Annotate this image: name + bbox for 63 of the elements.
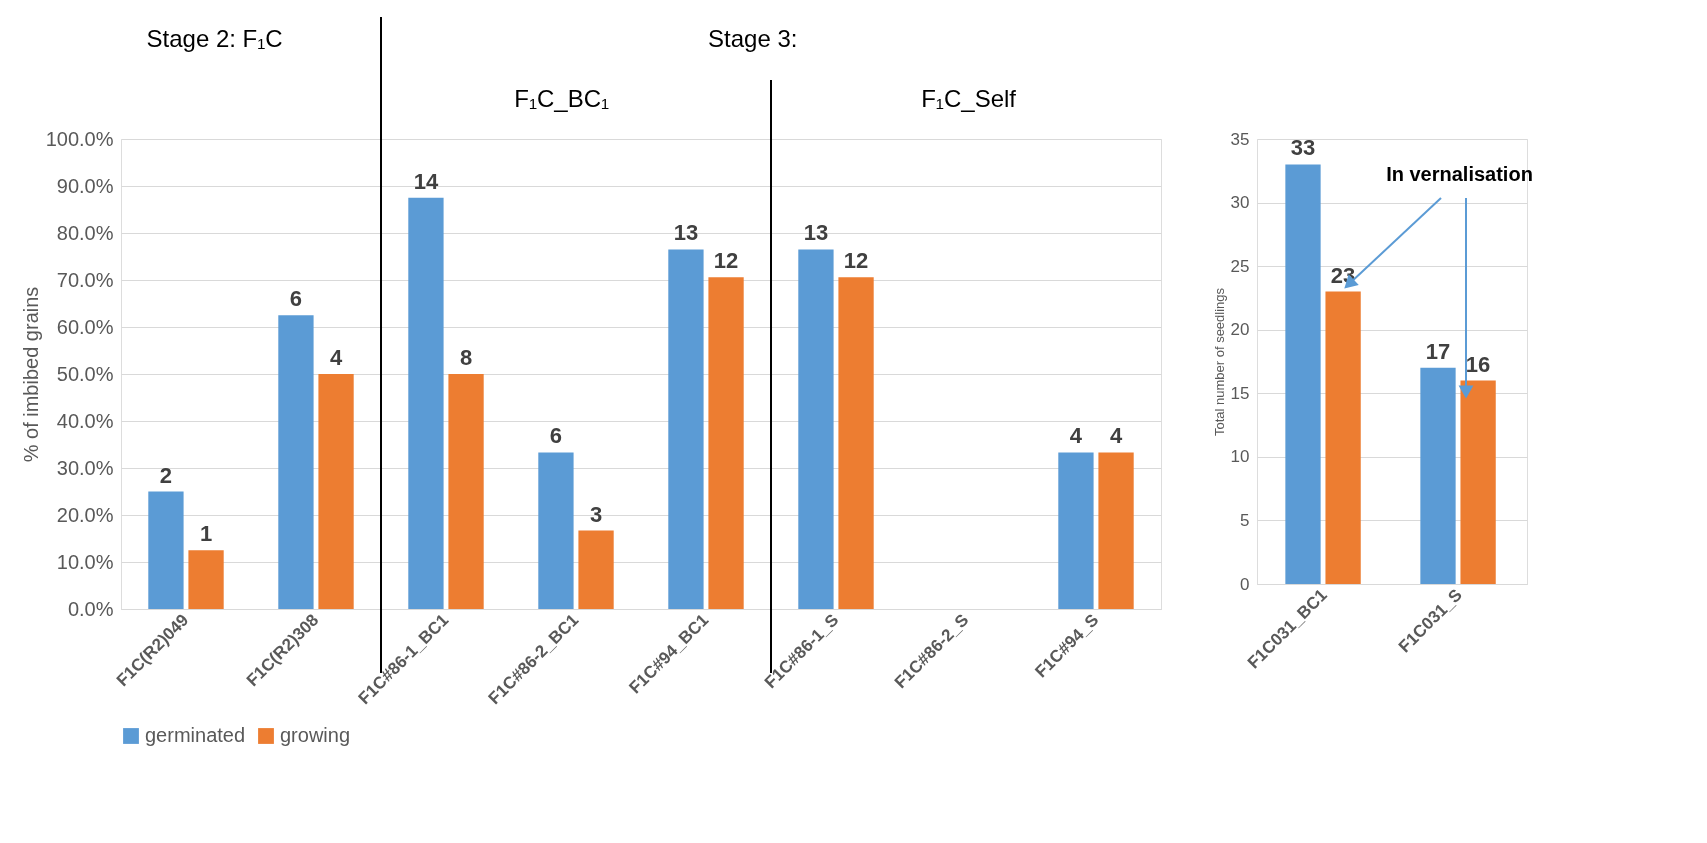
y-tick-label: 20 — [1230, 320, 1250, 340]
annotation: 4 — [1109, 423, 1123, 449]
y-tick-label: 25 — [1230, 256, 1250, 276]
bar — [708, 277, 744, 609]
annotation: 6 — [289, 286, 303, 312]
legend-label: germinated — [145, 724, 246, 746]
annotation: 12 — [713, 248, 739, 274]
data-label: 16 — [1465, 351, 1491, 377]
data-label: 33 — [1290, 135, 1316, 161]
annotation: 1 — [199, 521, 213, 547]
bar — [538, 452, 574, 609]
bar — [1098, 452, 1134, 609]
bar — [798, 249, 834, 609]
annotation: 4 — [1069, 423, 1083, 449]
bar — [838, 277, 874, 609]
annotation: 3 — [589, 501, 603, 527]
y-tick-label: 35 — [1230, 129, 1250, 149]
bar — [278, 315, 314, 609]
legend-label: growing — [280, 724, 351, 746]
y-tick-label: 5 — [1240, 510, 1250, 530]
annotation: 13 — [803, 220, 829, 246]
y-axis-title: Total number of seedlings — [1211, 287, 1227, 437]
y-tick-label: 70.0% — [56, 268, 114, 291]
annotation: 2 — [159, 462, 173, 488]
y-tick-label: 90.0% — [56, 174, 114, 197]
y-axis-title: % of imbibed grains — [19, 286, 42, 463]
bar — [148, 491, 184, 609]
y-tick-label: 15 — [1230, 383, 1250, 403]
bar — [1420, 367, 1456, 584]
bar — [1058, 452, 1094, 609]
bar — [668, 249, 704, 609]
bar — [1460, 380, 1496, 584]
y-tick-label: 30.0% — [56, 456, 114, 479]
y-tick-label: 40.0% — [56, 409, 114, 432]
bar — [188, 550, 224, 609]
y-tick-label: 80.0% — [56, 221, 114, 244]
bar — [408, 197, 444, 609]
annotation: 13 — [673, 220, 699, 246]
annotation: 12 — [843, 248, 869, 274]
y-tick-label: 50.0% — [56, 362, 114, 385]
bar — [318, 374, 354, 609]
y-tick-label: 100.0% — [45, 127, 114, 150]
y-tick-label: 30 — [1230, 193, 1250, 213]
bar — [448, 374, 484, 609]
text: F₁C_Self — [921, 85, 1017, 112]
bar — [1285, 164, 1321, 584]
y-tick-label: 10 — [1230, 447, 1250, 467]
annotation: In vernalisation — [1386, 163, 1533, 185]
annotation: 6 — [549, 423, 563, 449]
bar — [578, 530, 614, 609]
text: Stage 3: — [708, 25, 798, 52]
bar — [1325, 291, 1361, 584]
annotation: 4 — [329, 345, 343, 370]
annotation: 14 — [413, 168, 439, 194]
text: Stage 2: F₁C — [146, 25, 283, 52]
y-tick-label: 0.0% — [67, 597, 114, 620]
y-tick-label: 0 — [1240, 574, 1250, 594]
y-tick-label: 60.0% — [56, 315, 114, 338]
y-tick-label: 20.0% — [56, 503, 114, 526]
data-label: 17 — [1425, 338, 1451, 364]
annotation: 8 — [459, 345, 473, 370]
text: F₁C_BC₁ — [514, 85, 610, 112]
y-tick-label: 10.0% — [56, 550, 114, 573]
